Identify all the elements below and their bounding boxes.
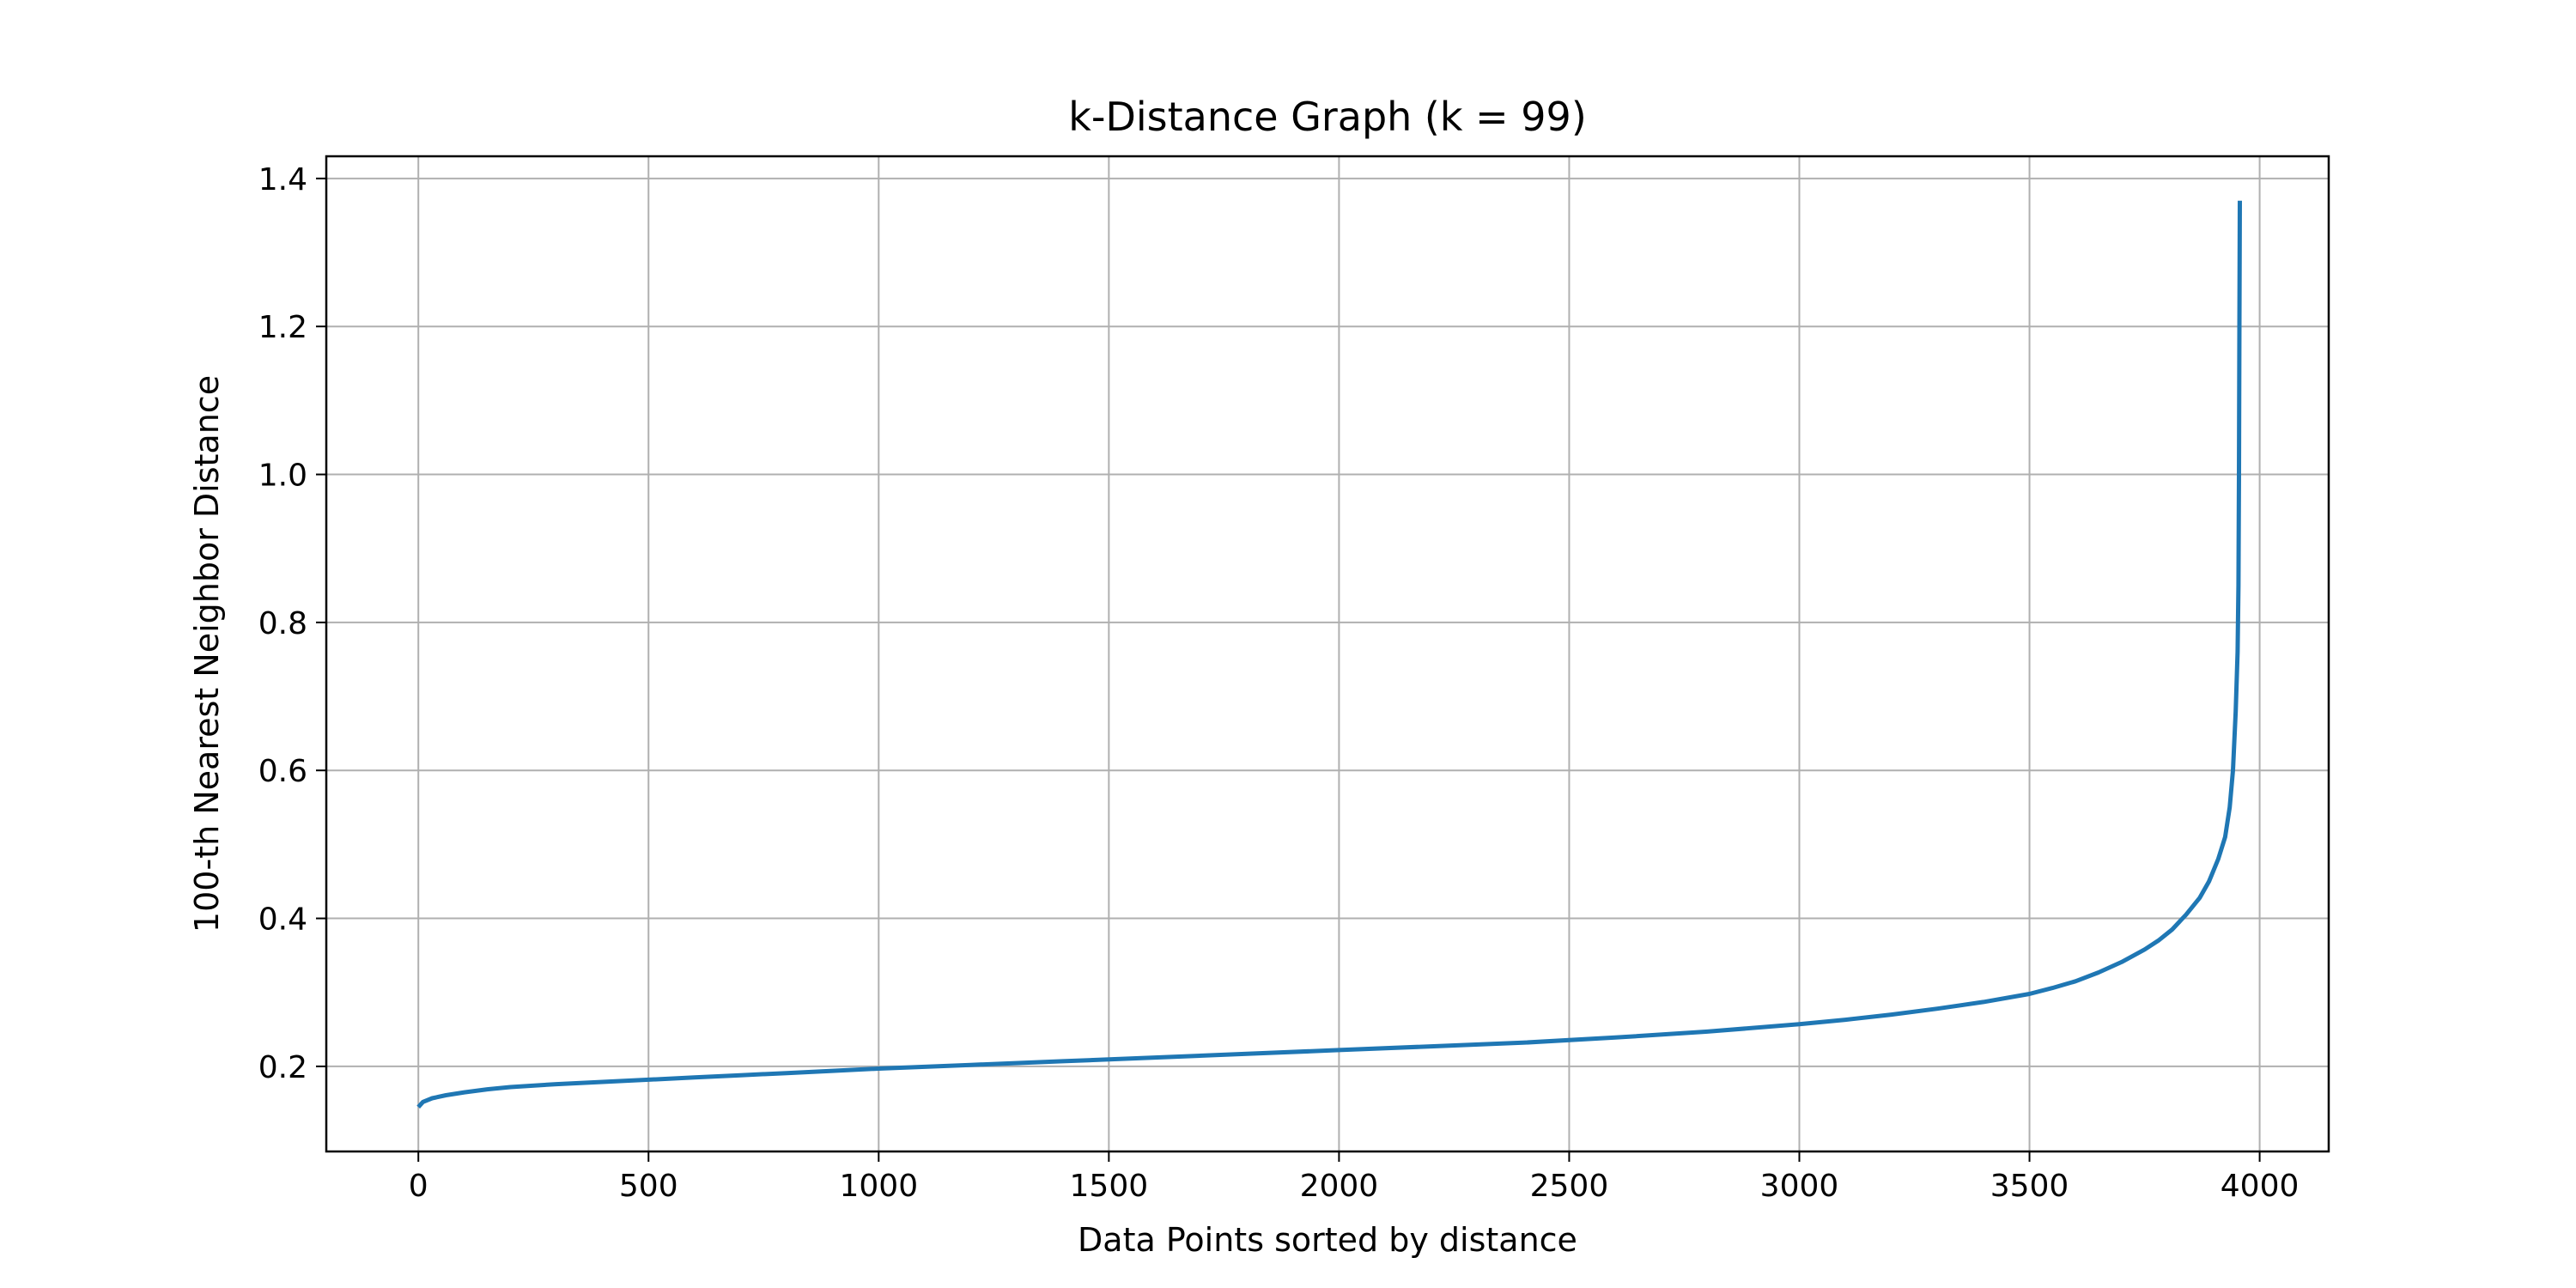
x-tick-label: 500 <box>619 1169 678 1204</box>
data-series <box>416 200 2242 1109</box>
y-tick-label: 0.4 <box>258 902 307 938</box>
x-tick-label: 2000 <box>1300 1169 1379 1204</box>
chart-title: k-Distance Graph (k = 99) <box>1068 94 1587 140</box>
x-tick-label: 3000 <box>1760 1169 1839 1204</box>
x-tick-label: 4000 <box>2221 1169 2300 1204</box>
x-tick-label: 2500 <box>1530 1169 1609 1204</box>
y-axis-label: 100-th Nearest Neighbor Distance <box>188 375 226 933</box>
x-tick-label: 3500 <box>1990 1169 2069 1204</box>
y-tick-label: 0.6 <box>258 754 307 789</box>
y-tick-label: 1.4 <box>258 162 307 197</box>
plot-area-frame <box>325 155 2330 1153</box>
x-tick-label: 1000 <box>839 1169 918 1204</box>
k-distance-line <box>416 200 2242 1109</box>
x-tick-label: 1500 <box>1070 1169 1149 1204</box>
grid-lines <box>326 156 2329 1151</box>
y-tick-label: 1.0 <box>258 459 307 494</box>
y-tick-label: 0.8 <box>258 606 307 641</box>
x-axis-label: Data Points sorted by distance <box>1078 1221 1577 1259</box>
x-tick-label: 0 <box>409 1169 428 1204</box>
y-tick-label: 1.2 <box>258 310 307 345</box>
y-tick-label: 0.2 <box>258 1050 307 1085</box>
axis-ticks: 0 500 1000 1500 2000 2500 3000 3500 4000 0.2 0.4 0.… <box>258 162 2300 1204</box>
